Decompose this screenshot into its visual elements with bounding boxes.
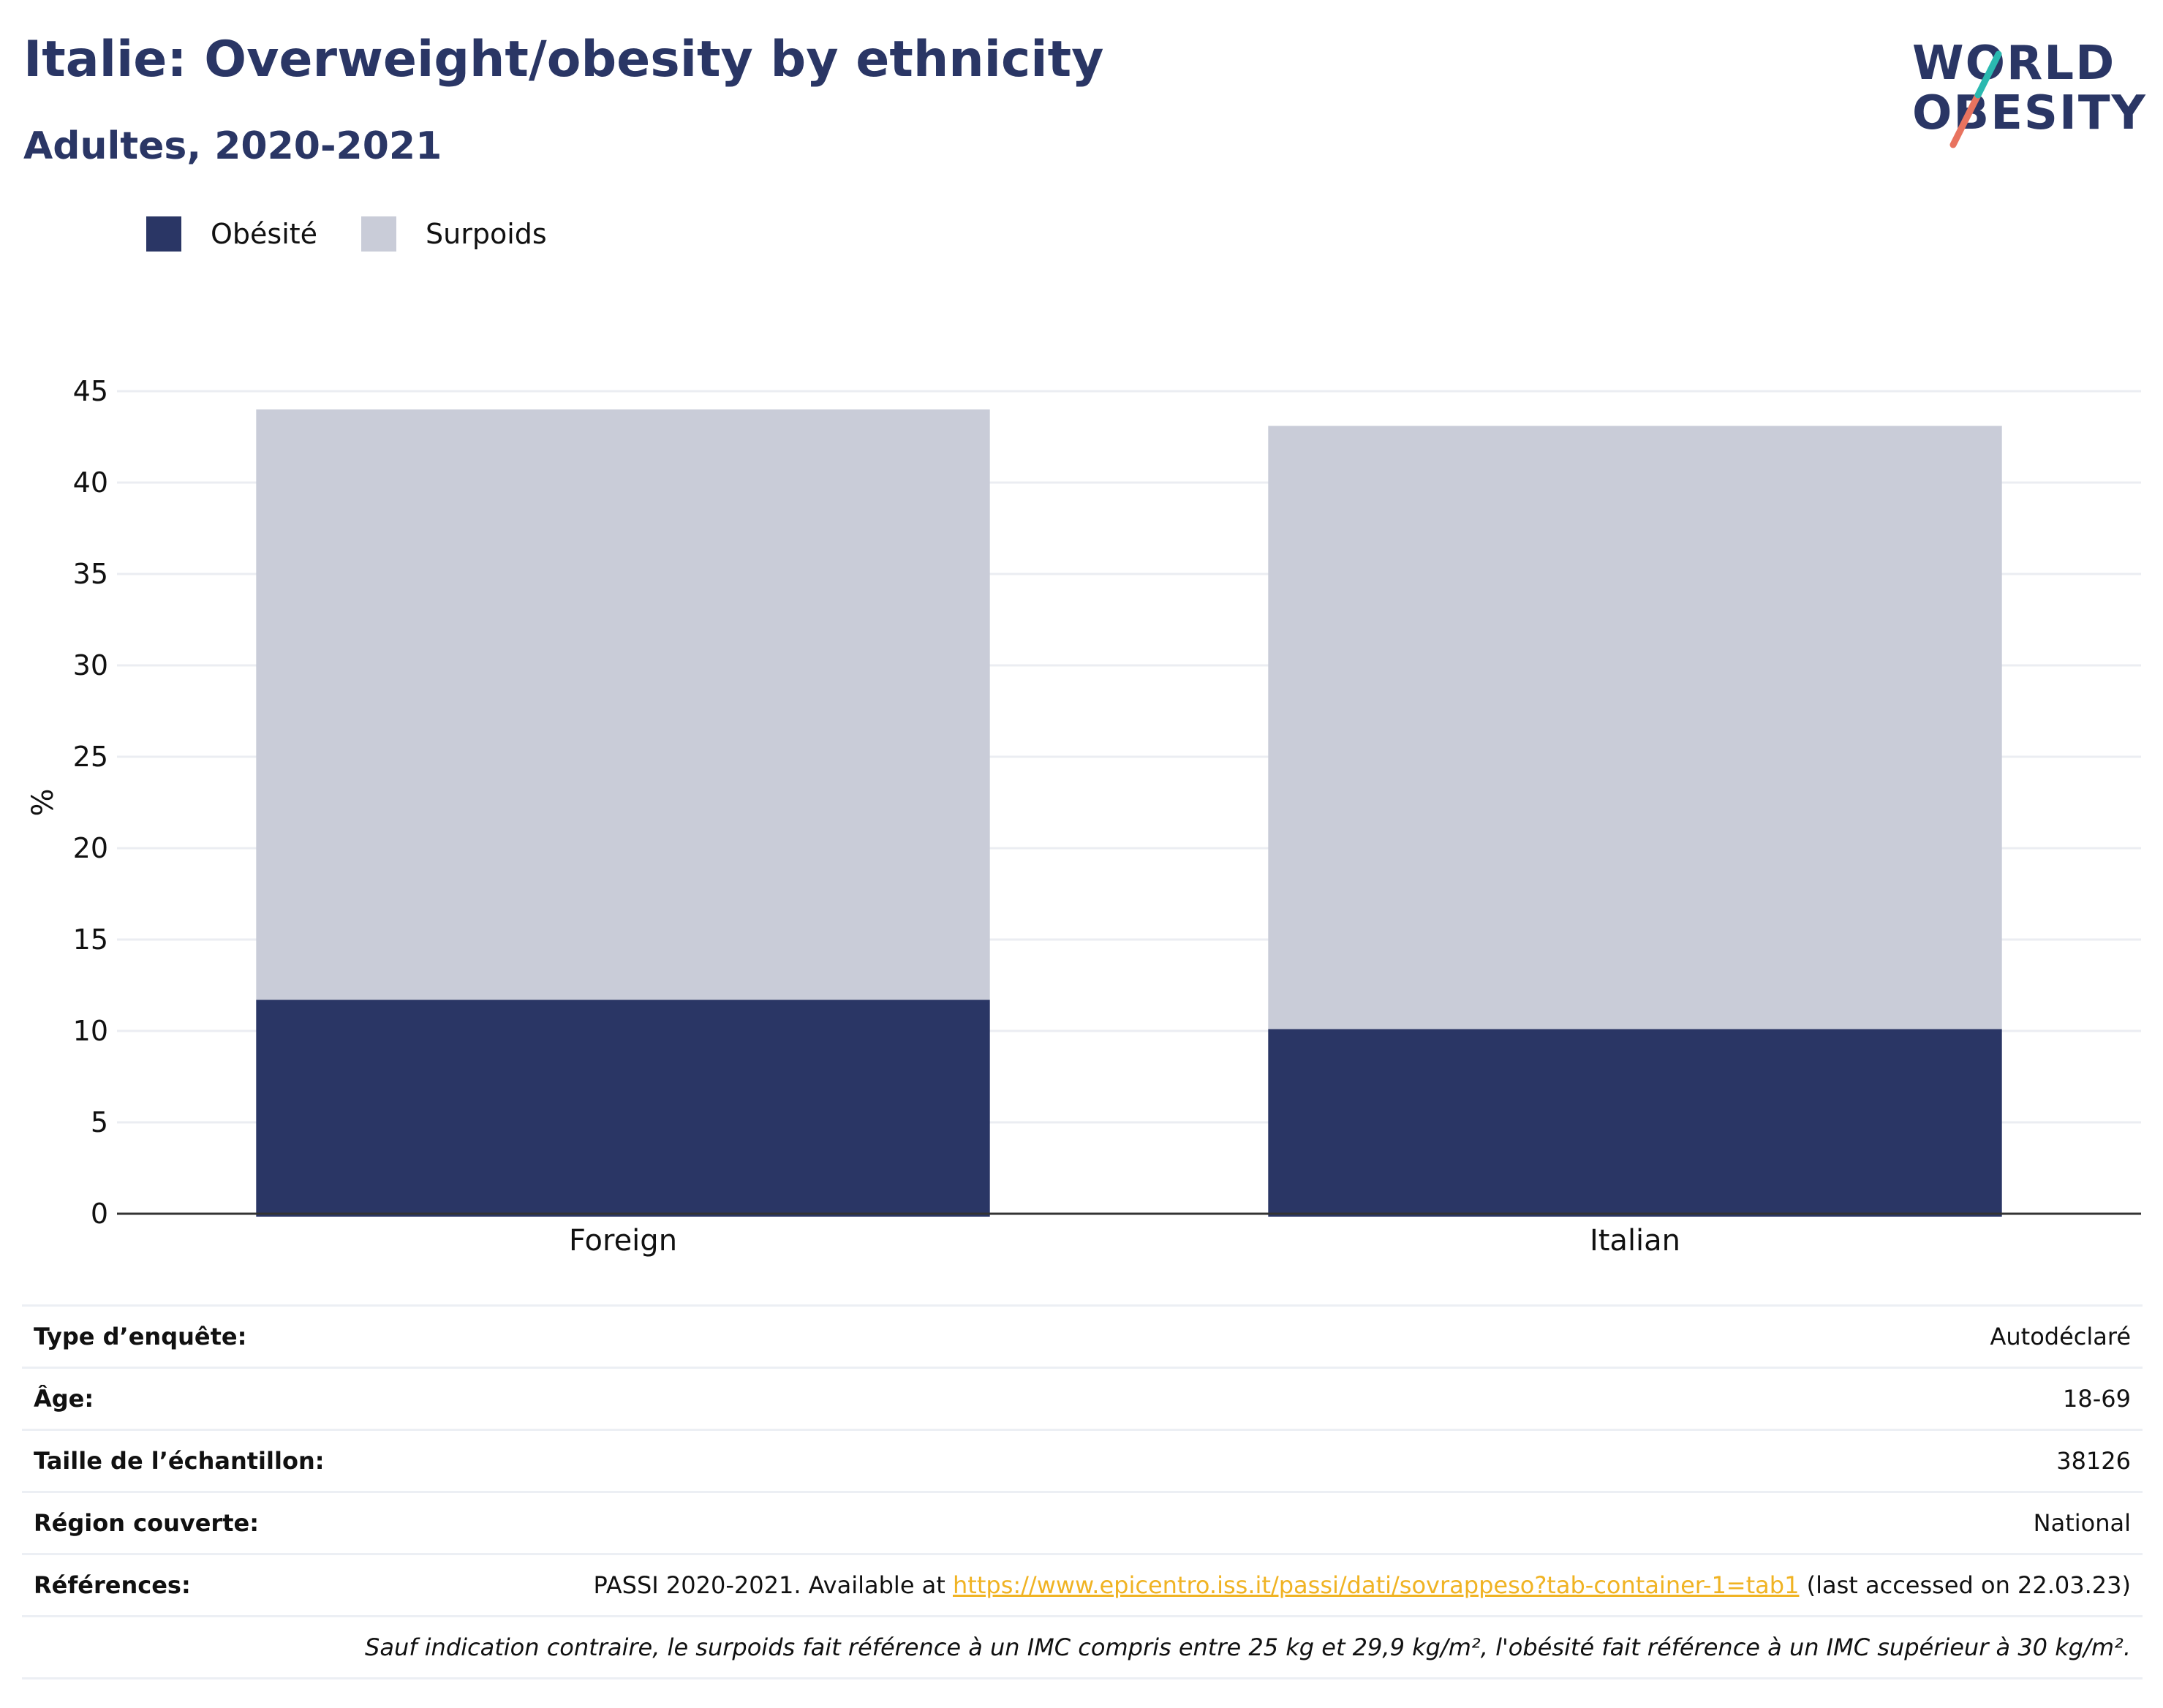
chart-title: Italie: Overweight/obesity by ethnicity (23, 31, 1104, 88)
y-axis-label: % (26, 788, 60, 816)
world-obesity-logo: WORLD OBESITY (1912, 22, 2146, 154)
chart-subtitle: Adultes, 2020-2021 (23, 124, 442, 168)
references-link[interactable]: https://www.epicentro.iss.it/passi/dati/… (953, 1571, 1800, 1599)
info-row-references: Références: PASSI 2020-2021. Available a… (22, 1553, 2143, 1615)
bar-segment-overweight-italian (1268, 426, 2002, 1029)
references-prefix: PASSI 2020-2021. Available at (593, 1571, 953, 1599)
bar-segment-overweight-foreign (256, 409, 990, 1000)
logo-line1: WORLD (1912, 37, 2116, 91)
legend-label-overweight: Surpoids (426, 218, 547, 250)
age-value: 18-69 (2063, 1385, 2131, 1413)
logo-line2: OBESITY (1912, 86, 2147, 140)
info-row-region: Région couverte: National (22, 1491, 2143, 1553)
legend-swatch-overweight (361, 216, 397, 252)
legend-item-overweight[interactable]: Surpoids (361, 216, 547, 252)
y-tick-label: 20 (73, 832, 108, 864)
y-tick-label: 15 (73, 923, 108, 956)
legend-label-obesity: Obésité (211, 218, 318, 250)
sample-size-label: Taille de l’échantillon: (34, 1447, 325, 1475)
survey-type-value: Autodéclaré (1990, 1323, 2131, 1350)
stacked-bar-chart: 0 5 10 15 20 25 30 35 40 45% Foreign Italian (26, 375, 2141, 1258)
y-tick-label: 35 (73, 558, 108, 590)
y-tick-label: 25 (73, 741, 108, 773)
legend-swatch-obesity (146, 216, 181, 252)
references-value: PASSI 2020-2021. Available at https://ww… (594, 1571, 2131, 1599)
sample-size-value: 38126 (2056, 1447, 2131, 1475)
y-tick-label: 10 (73, 1015, 108, 1047)
definition-note: Sauf indication contraire, le surpoids f… (365, 1633, 2131, 1661)
chart-legend: Obésité Surpoids (146, 216, 591, 252)
x-tick-label: Italian (1590, 1224, 1680, 1258)
bar-segment-obesity-italian (1268, 1029, 2002, 1217)
bar-segment-obesity-foreign (256, 1000, 990, 1217)
references-suffix: (last accessed on 22.03.23) (1799, 1571, 2131, 1599)
info-row-note: Sauf indication contraire, le surpoids f… (22, 1615, 2143, 1679)
y-tick-label: 40 (73, 466, 108, 499)
info-row-age: Âge: 18-69 (22, 1367, 2143, 1429)
survey-info-table: Type d’enquête: Autodéclaré Âge: 18-69 T… (22, 1304, 2143, 1679)
region-label: Région couverte: (34, 1509, 259, 1537)
survey-type-label: Type d’enquête: (34, 1323, 247, 1350)
age-label: Âge: (34, 1385, 94, 1413)
references-label: Références: (34, 1571, 191, 1599)
legend-item-obesity[interactable]: Obésité (146, 216, 317, 252)
x-tick-label: Foreign (569, 1224, 677, 1258)
logo-slash-icon (1949, 50, 2002, 148)
region-value: National (2033, 1509, 2131, 1537)
info-row-sample-size: Taille de l’échantillon: 38126 (22, 1429, 2143, 1491)
y-tick-label: 0 (91, 1198, 108, 1230)
y-tick-label: 5 (91, 1106, 108, 1138)
y-tick-label: 45 (73, 375, 108, 407)
y-tick-label: 30 (73, 649, 108, 681)
info-row-survey-type: Type d’enquête: Autodéclaré (22, 1304, 2143, 1367)
